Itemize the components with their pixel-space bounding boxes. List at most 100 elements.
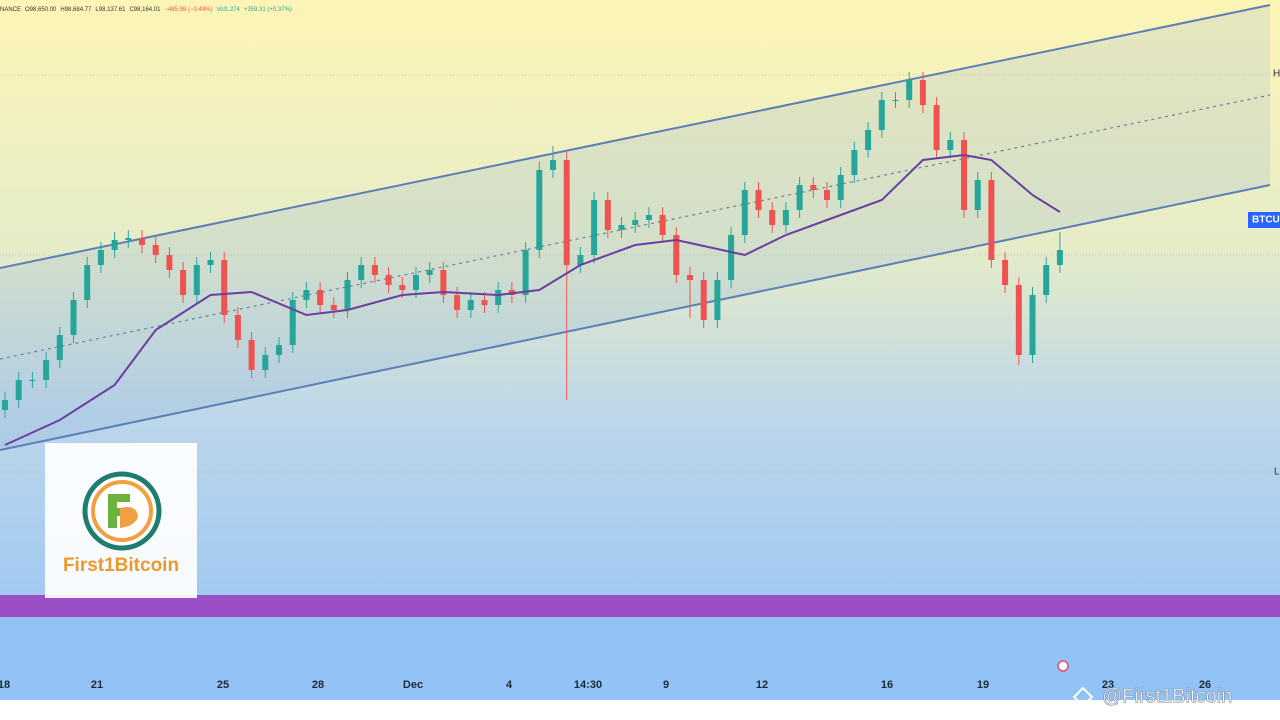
candles xyxy=(2,72,1063,446)
logo-text: First1Bitcoin xyxy=(63,555,179,576)
candle-body xyxy=(221,260,228,315)
header-item: −485.99 (−0.49%) xyxy=(164,7,212,13)
header-item: H98,684.77 xyxy=(60,7,92,13)
candle-body xyxy=(974,180,981,210)
symbol-tag-box xyxy=(1248,212,1280,228)
candle-body xyxy=(824,190,830,200)
candle-body xyxy=(659,215,666,235)
candle-body xyxy=(1015,285,1022,355)
candle-body xyxy=(577,255,584,265)
price-marker: L xyxy=(1274,467,1280,478)
channel-mid xyxy=(0,94,1271,360)
candle-body xyxy=(536,170,543,250)
candle-body xyxy=(15,380,22,400)
candle-body xyxy=(906,80,913,100)
header-item: C98,164.01 xyxy=(129,7,161,13)
x-tick-label: 18 xyxy=(0,679,10,691)
candle-body xyxy=(125,238,132,240)
logo-inner xyxy=(91,480,153,542)
candle-body xyxy=(371,265,378,275)
candle-body xyxy=(632,220,639,225)
candle-body xyxy=(29,380,36,381)
candle-body xyxy=(207,260,214,265)
candle-body xyxy=(851,150,858,175)
x-tick-label: 12 xyxy=(756,679,768,691)
candle-body xyxy=(782,210,789,225)
x-tick-label: 19 xyxy=(977,679,989,691)
header-item: L98,137.61 xyxy=(95,7,126,13)
background xyxy=(0,0,1280,700)
candle-body xyxy=(70,300,77,335)
candle-body xyxy=(317,290,324,305)
candle-body xyxy=(495,290,502,305)
x-tick-label: 9 xyxy=(663,679,669,691)
candle-body xyxy=(1043,265,1050,295)
x-tick-label: Dec xyxy=(403,679,423,691)
candle-body xyxy=(385,275,392,285)
x-tick-label: 23 xyxy=(1102,679,1114,691)
candle-body xyxy=(426,270,433,275)
candle-body xyxy=(399,285,406,290)
candle-body xyxy=(550,160,556,170)
candle-body xyxy=(56,335,63,360)
candle-body xyxy=(289,300,296,345)
channel-lower xyxy=(0,184,1271,451)
candle-body xyxy=(769,210,776,225)
candle-body xyxy=(166,255,173,270)
candle-body xyxy=(152,245,159,255)
candle-body xyxy=(1056,250,1063,265)
x-tick-label: 4 xyxy=(506,679,513,691)
event-icon xyxy=(1057,660,1069,672)
candle-body xyxy=(440,270,447,295)
candle-body xyxy=(139,238,145,245)
candle-body xyxy=(810,185,817,190)
candle-body xyxy=(84,265,91,300)
candle-body xyxy=(180,270,187,295)
x-tick-label: 26 xyxy=(1199,679,1211,691)
header-item: NANCE xyxy=(0,7,21,13)
candle-body xyxy=(1029,295,1036,355)
candle-body xyxy=(248,340,255,370)
candle-body xyxy=(618,225,625,230)
candle-body xyxy=(878,100,885,130)
candle-body xyxy=(481,300,488,305)
watermark: @First1Bitcoin xyxy=(1102,685,1232,707)
candle-body xyxy=(330,305,337,310)
x-tick-label: 25 xyxy=(217,679,229,691)
axis-area xyxy=(0,617,1280,700)
candle-body xyxy=(919,80,926,105)
logo: First1Bitcoin xyxy=(45,443,197,598)
watermark-icon xyxy=(1072,686,1094,708)
candle-body xyxy=(591,200,598,255)
candle-body xyxy=(467,300,474,310)
candle-body xyxy=(1002,260,1009,285)
x-tick-label: 21 xyxy=(91,679,103,691)
candle-body xyxy=(43,360,50,380)
x-tick-label: 28 xyxy=(312,679,324,691)
candle-body xyxy=(714,280,721,320)
candle-body xyxy=(563,160,570,265)
logo-mark xyxy=(120,507,138,528)
candle-body xyxy=(344,280,351,310)
x-axis: 18 21 25 28 Dec 4 14:30 9 12 16 19 23 26 xyxy=(0,679,1211,691)
candle-body xyxy=(645,215,652,220)
candle-body xyxy=(413,275,419,290)
header-item: Vol1.274 xyxy=(217,7,241,13)
candle-body xyxy=(988,180,995,260)
candle-body xyxy=(755,190,762,210)
candle-body xyxy=(454,295,461,310)
logo-mark xyxy=(108,494,130,528)
candle-body xyxy=(865,130,872,150)
candle-body xyxy=(741,190,748,235)
candle-body xyxy=(796,185,803,210)
symbol-tag: BTCU xyxy=(1252,215,1280,226)
candle-body xyxy=(522,250,529,295)
x-tick-label: 14:30 xyxy=(574,679,602,691)
purple-band xyxy=(0,595,1280,617)
price-marker: H xyxy=(1273,69,1280,80)
candle-body xyxy=(933,105,940,150)
candle-body xyxy=(837,175,844,200)
candle-body xyxy=(262,355,269,370)
